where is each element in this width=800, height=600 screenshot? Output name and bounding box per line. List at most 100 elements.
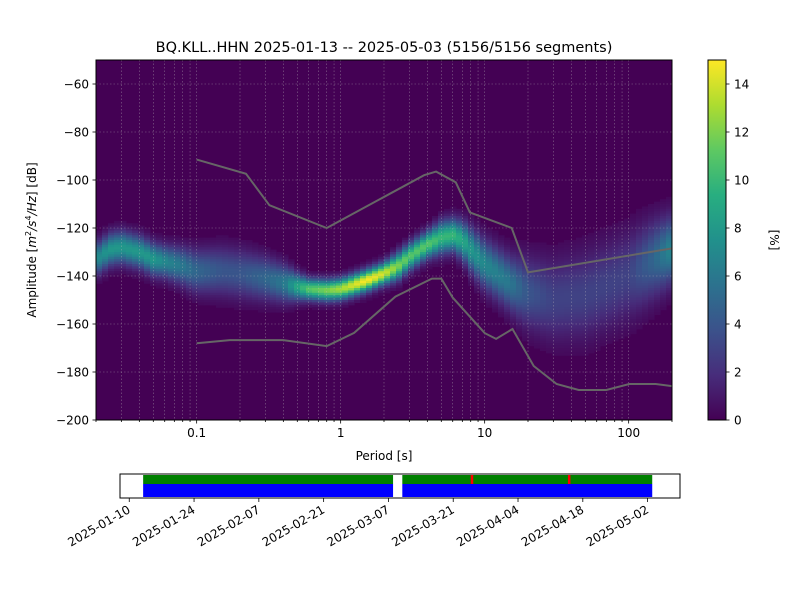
heatmap-cell <box>198 292 205 296</box>
heatmap-cell <box>528 273 535 277</box>
heatmap-cell <box>204 268 211 272</box>
heatmap-cell <box>498 276 505 279</box>
heatmap-cell <box>246 307 253 311</box>
heatmap-cell <box>210 240 217 243</box>
heatmap-cell <box>126 259 133 263</box>
heatmap-cell <box>636 268 643 272</box>
heatmap-cell <box>546 326 553 330</box>
heatmap-cell <box>492 261 499 265</box>
heatmap-cell <box>498 266 505 270</box>
heatmap-cell <box>474 249 481 253</box>
heatmap-cell <box>438 254 445 258</box>
heatmap-cell <box>588 343 595 347</box>
heatmap-cell <box>654 309 661 313</box>
heatmap-cell <box>96 252 103 255</box>
heatmap-cell <box>378 278 385 282</box>
heatmap-cell <box>114 264 121 267</box>
heatmap-cell <box>420 232 427 236</box>
heatmap-cell <box>504 290 511 294</box>
heatmap-cell <box>186 268 193 272</box>
heatmap-cell <box>612 280 619 284</box>
heatmap-cell <box>480 266 487 270</box>
heatmap-cell <box>576 278 583 282</box>
heatmap-cell <box>216 254 223 258</box>
heatmap-cell <box>348 271 355 275</box>
heatmap-cell <box>480 252 487 255</box>
heatmap-cell <box>396 259 403 263</box>
heatmap-cell <box>96 237 103 241</box>
heatmap-cell <box>462 249 469 253</box>
heatmap-cell <box>558 333 565 337</box>
heatmap-cell <box>252 244 259 248</box>
heatmap-cell <box>444 218 451 222</box>
heatmap-cell <box>642 276 649 279</box>
heatmap-cell <box>432 235 439 239</box>
heatmap-cell <box>618 264 625 267</box>
heatmap-cell <box>282 283 289 287</box>
heatmap-cell <box>558 242 565 246</box>
heatmap-cell <box>636 314 643 318</box>
heatmap-cell <box>666 223 672 227</box>
heatmap-cell <box>612 321 619 325</box>
heatmap-cell <box>594 235 601 239</box>
heatmap-cell <box>588 326 595 330</box>
heatmap-cell <box>642 244 649 248</box>
heatmap-cell <box>264 256 271 260</box>
heatmap-cell <box>522 252 529 255</box>
heatmap-cell <box>162 273 169 277</box>
heatmap-cell <box>234 261 241 265</box>
heatmap-cell <box>618 304 625 308</box>
heatmap-cell <box>522 297 529 301</box>
heatmap-cell <box>504 285 511 289</box>
heatmap-cell <box>630 283 637 287</box>
heatmap-cell <box>288 276 295 279</box>
heatmap-cell <box>498 244 505 248</box>
heatmap-cell <box>366 271 373 275</box>
heatmap-cell <box>204 278 211 282</box>
heatmap-cell <box>636 228 643 231</box>
heatmap-cell <box>264 271 271 275</box>
heatmap-cell <box>468 261 475 265</box>
heatmap-cell <box>654 264 661 267</box>
x-tick-label: 100 <box>617 426 640 440</box>
heatmap-cell <box>552 268 559 272</box>
heatmap-cell <box>534 314 541 318</box>
colorbar-gradient <box>707 59 727 421</box>
heatmap-cell <box>666 261 672 265</box>
heatmap-cell <box>348 290 355 294</box>
heatmap-cell <box>168 285 175 289</box>
heatmap-cell <box>360 271 367 275</box>
heatmap-cell <box>354 264 361 267</box>
heatmap-cell <box>240 254 247 258</box>
colorbar-label: [%] <box>767 230 781 251</box>
heatmap-cell <box>144 254 151 258</box>
heatmap-cell <box>516 307 523 311</box>
heatmap-cell <box>510 268 517 272</box>
heatmap-cell <box>378 292 385 296</box>
heatmap-cell <box>558 336 565 339</box>
heatmap-cell <box>288 292 295 296</box>
heatmap-cell <box>528 312 535 315</box>
heatmap-cell <box>558 288 565 291</box>
heatmap-cell <box>624 240 631 243</box>
heatmap-cell <box>102 252 109 255</box>
heatmap-cell <box>492 288 499 291</box>
heatmap-cell <box>480 237 487 241</box>
heatmap-cell <box>546 321 553 325</box>
heatmap-cell <box>180 271 187 275</box>
heatmap-cell <box>216 249 223 253</box>
heatmap-cell <box>192 247 199 251</box>
heatmap-cell <box>258 297 265 301</box>
heatmap-cell <box>612 302 619 306</box>
heatmap-cell <box>156 261 163 265</box>
heatmap-cell <box>168 273 175 277</box>
heatmap-cell <box>528 328 535 332</box>
heatmap-cell <box>228 240 235 243</box>
heatmap-cell <box>330 302 337 306</box>
heatmap-cell <box>450 218 457 222</box>
heatmap-cell <box>252 280 259 284</box>
timeline-tick-label: 2025-02-21 <box>260 502 327 549</box>
heatmap-cell <box>264 278 271 282</box>
heatmap-cell <box>528 266 535 270</box>
heatmap-cell <box>468 266 475 270</box>
